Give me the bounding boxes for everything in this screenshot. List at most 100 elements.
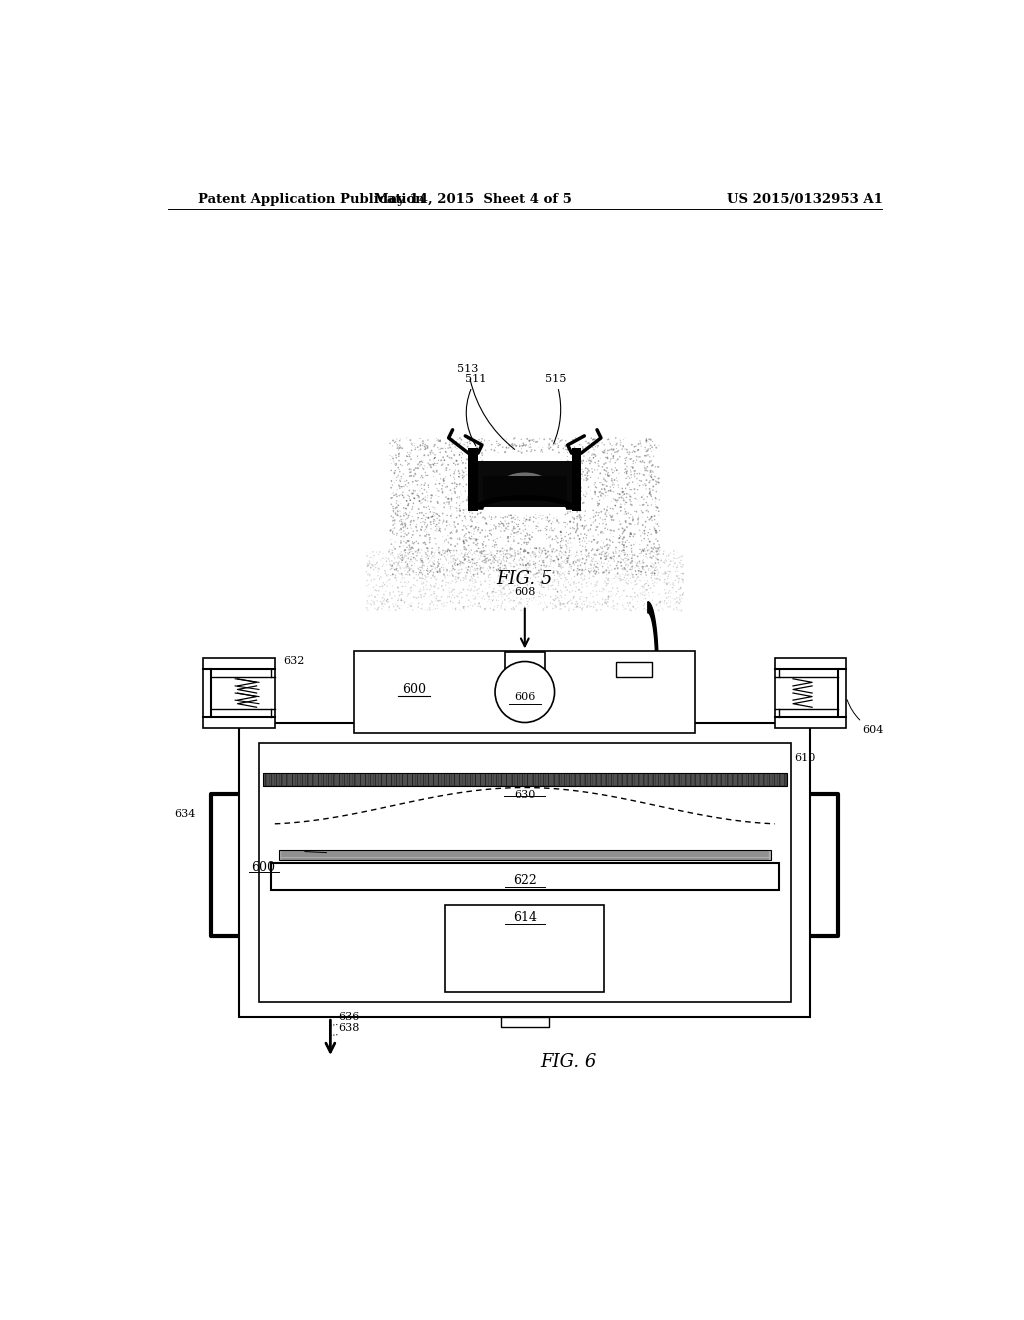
Point (452, 506, 468, 527)
Point (569, 508, 586, 529)
Point (504, 561, 520, 582)
Point (538, 594, 554, 615)
Point (390, 561, 407, 582)
Point (455, 461, 471, 482)
Point (456, 536, 472, 557)
Point (564, 502, 581, 523)
Point (494, 512, 510, 533)
Point (543, 576, 559, 597)
Point (479, 585, 496, 606)
Point (556, 593, 572, 614)
Point (513, 560, 529, 581)
Point (638, 470, 654, 491)
Point (643, 560, 659, 581)
Point (481, 544, 498, 565)
Point (559, 550, 575, 572)
Point (638, 478, 654, 499)
Point (516, 539, 532, 560)
Point (497, 441, 513, 462)
Point (663, 586, 679, 607)
Point (578, 589, 594, 610)
Point (540, 576, 556, 597)
Point (465, 553, 481, 574)
Point (392, 492, 409, 513)
Point (472, 523, 488, 544)
Point (675, 562, 691, 583)
Point (523, 590, 540, 611)
Point (372, 595, 388, 616)
Point (586, 438, 602, 459)
Point (549, 546, 565, 568)
Point (616, 499, 633, 520)
Point (647, 487, 664, 508)
Point (442, 550, 459, 572)
Point (411, 486, 427, 507)
Point (428, 503, 444, 524)
Point (374, 593, 390, 614)
Point (599, 500, 615, 521)
Point (502, 546, 518, 568)
Point (545, 511, 561, 532)
Point (599, 541, 615, 562)
Point (621, 473, 637, 494)
Point (393, 590, 410, 611)
Point (550, 549, 566, 570)
Point (406, 487, 422, 508)
Point (648, 437, 665, 458)
Point (513, 523, 529, 544)
Point (398, 545, 415, 566)
Point (406, 562, 422, 583)
Point (615, 527, 632, 548)
Point (377, 560, 393, 581)
Point (582, 597, 598, 618)
Point (670, 593, 686, 614)
Point (547, 541, 563, 562)
Point (402, 558, 419, 579)
Point (457, 532, 473, 553)
Point (381, 597, 397, 618)
Point (559, 440, 575, 461)
Text: 632: 632 (283, 656, 304, 667)
Point (424, 541, 440, 562)
Point (597, 479, 613, 500)
Point (444, 557, 461, 578)
Point (485, 581, 502, 602)
Point (522, 507, 539, 528)
Point (450, 533, 466, 554)
Point (541, 566, 557, 587)
Point (438, 491, 455, 512)
Point (393, 589, 410, 610)
Point (404, 544, 421, 565)
Point (582, 594, 598, 615)
Point (549, 595, 565, 616)
Point (427, 447, 443, 469)
Point (406, 533, 422, 554)
Point (438, 550, 455, 572)
Bar (501, 1018, 549, 1027)
Point (628, 561, 644, 582)
Point (650, 552, 667, 573)
Point (594, 544, 610, 565)
Point (457, 544, 473, 565)
Point (519, 553, 536, 574)
Point (601, 581, 617, 602)
Point (438, 556, 455, 577)
Point (397, 471, 414, 492)
Point (509, 560, 525, 581)
Point (486, 535, 503, 556)
Point (505, 520, 521, 541)
Point (571, 532, 588, 553)
Bar (263, 774, 786, 785)
Point (494, 576, 510, 597)
Point (456, 562, 472, 583)
Point (469, 552, 485, 573)
Point (425, 552, 441, 573)
Point (467, 441, 483, 462)
Point (502, 540, 518, 561)
Point (625, 558, 641, 579)
Point (553, 585, 569, 606)
Point (384, 550, 400, 572)
Point (447, 572, 464, 593)
Point (636, 593, 652, 614)
Point (372, 554, 388, 576)
